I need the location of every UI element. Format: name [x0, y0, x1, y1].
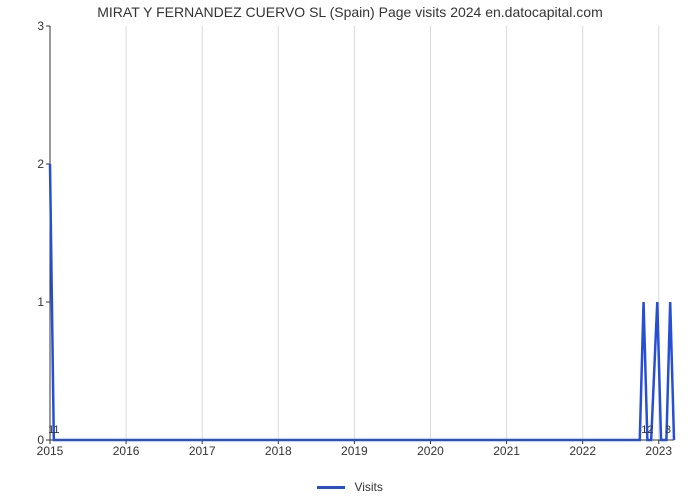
series-line-0 — [50, 164, 674, 440]
value-annotation: 3 — [665, 424, 671, 436]
value-annotation: 12 — [641, 424, 653, 436]
legend: Visits — [0, 479, 700, 494]
x-tick-label: 2015 — [37, 440, 64, 458]
x-tick-label: 2021 — [493, 440, 520, 458]
x-tick-label: 2023 — [645, 440, 672, 458]
x-tick-label: 2016 — [113, 440, 140, 458]
chart-container: MIRAT Y FERNANDEZ CUERVO SL (Spain) Page… — [0, 0, 700, 500]
x-tick-label: 2017 — [189, 440, 216, 458]
plot-svg — [50, 26, 674, 440]
chart-title: MIRAT Y FERNANDEZ CUERVO SL (Spain) Page… — [0, 4, 700, 20]
y-tick-label: 2 — [37, 157, 50, 171]
x-tick-label: 2019 — [341, 440, 368, 458]
value-annotation: 11 — [48, 424, 59, 436]
x-tick-label: 2020 — [417, 440, 444, 458]
x-tick-label: 2022 — [569, 440, 596, 458]
x-tick-label: 2018 — [265, 440, 292, 458]
y-tick-label: 1 — [37, 295, 50, 309]
legend-swatch — [317, 486, 345, 489]
y-tick-label: 3 — [37, 19, 50, 33]
legend-label: Visits — [354, 480, 382, 494]
plot-area: 0123201520162017201820192020202120222023… — [50, 26, 674, 440]
